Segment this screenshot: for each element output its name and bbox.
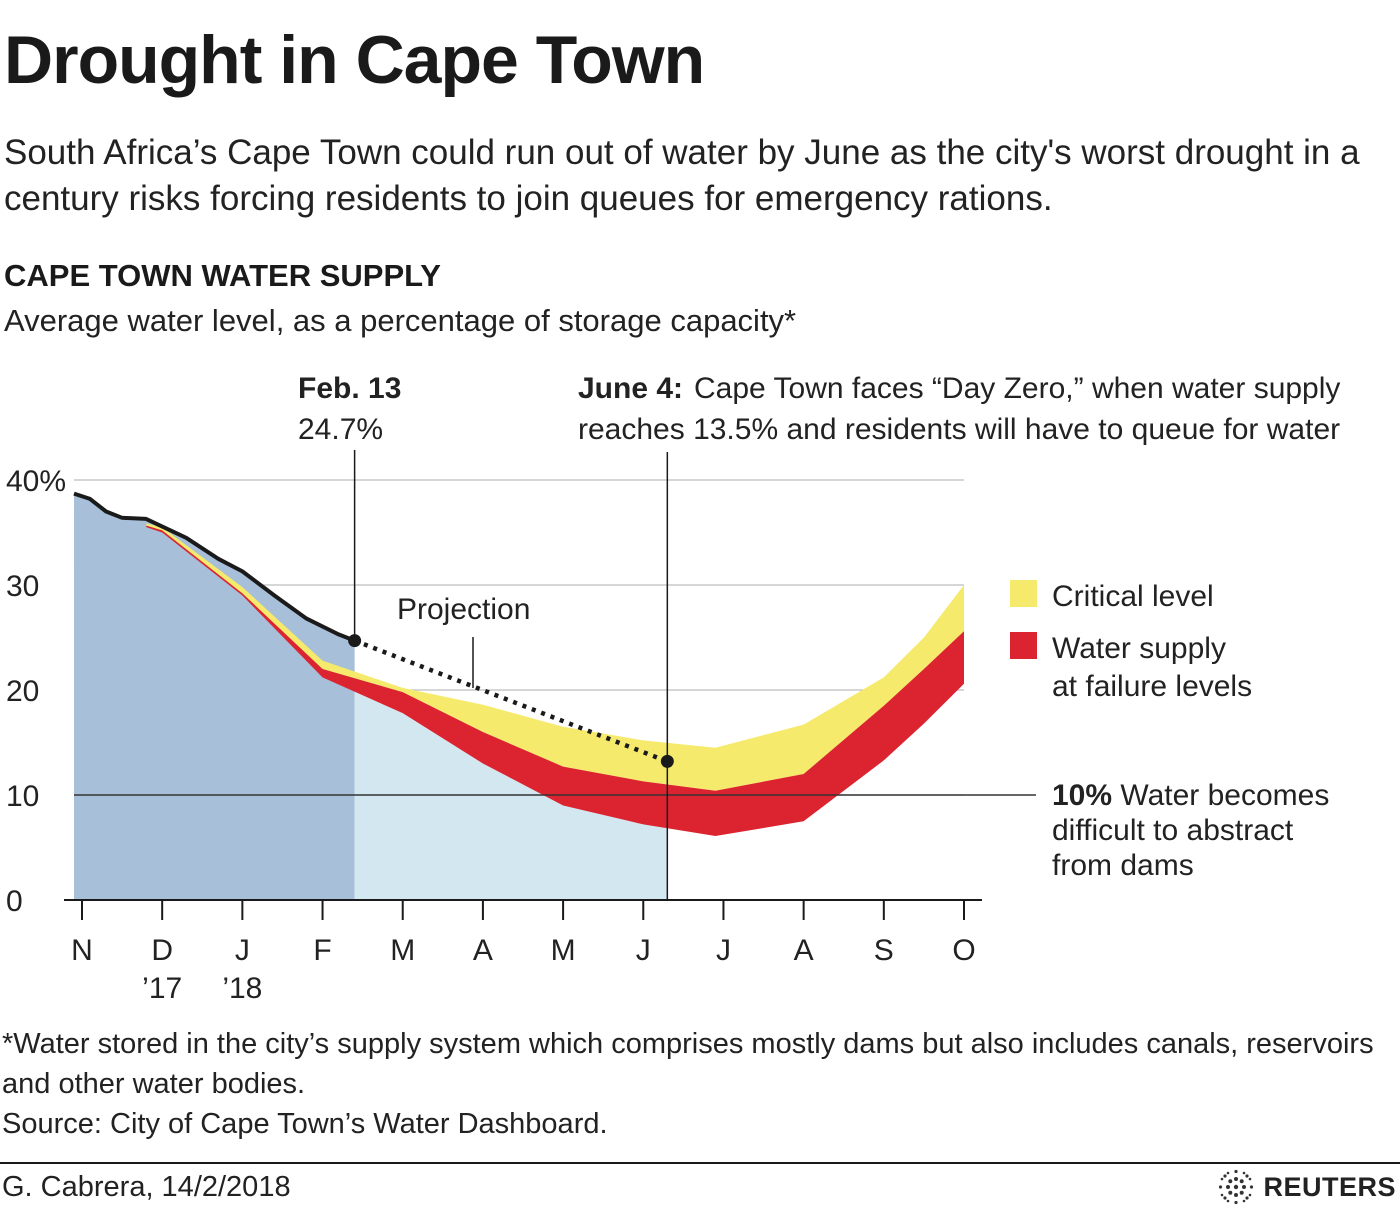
legend-swatch [1010, 580, 1037, 607]
x-tick-label: M [390, 934, 415, 967]
reuters-logo-icon [1219, 1169, 1254, 1205]
annotations: Feb. 13 24.7% June 4: Cape Town faces “Day … [298, 372, 1340, 900]
credit-text: G. Cabrera, 14/2/2018 [2, 1171, 291, 1203]
ten-percent-bold: 10% [1052, 779, 1112, 812]
ten-percent-text-line2: difficult to abstract [1052, 814, 1294, 847]
feb13-title: Feb. 13 [298, 372, 401, 405]
legend: Critical level Water supply at failure lev… [1010, 580, 1252, 703]
x-year-label: ’17 [142, 972, 182, 1005]
feb13-value: 24.7% [298, 413, 383, 446]
y-axis-labels: 0 10 20 30 40% [6, 465, 66, 918]
critical-level-band [106, 513, 965, 791]
ten-percent-text-line3: from dams [1052, 849, 1194, 882]
source-text: Source: City of Cape Town’s Water Dashbo… [2, 1108, 608, 1140]
legend-label: Water supply [1052, 632, 1226, 665]
chart-areas [73, 493, 965, 900]
x-axis [64, 899, 982, 920]
feb13-point [348, 634, 362, 648]
x-tick-label: J [235, 934, 250, 967]
x-year-label: ’18 [222, 972, 262, 1005]
ten-percent-rest: Water becomes [1112, 779, 1329, 812]
x-tick-label: J [716, 934, 731, 967]
footnote-text: *Water stored in the city’s supply syste… [2, 1028, 1374, 1100]
actual-level-line [73, 491, 356, 643]
y-tick-label: 20 [6, 675, 39, 708]
projection-area [354, 682, 668, 900]
y-tick-label: 30 [6, 570, 39, 603]
projection-label: Projection [397, 593, 530, 626]
actual-level-area-overlay [73, 493, 155, 900]
legend-label-line2: at failure levels [1052, 670, 1252, 703]
x-tick-label: A [473, 934, 493, 967]
x-tick-label: M [551, 934, 576, 967]
page-subtitle: South Africa’s Cape Town could run out o… [4, 133, 1360, 218]
footnote: *Water stored in the city’s supply syste… [2, 1024, 1392, 1144]
june4-text-line2: reaches 13.5% and residents will have to… [578, 413, 1340, 446]
legend-swatch [1010, 632, 1037, 659]
chart-subtitle: Average water level, as a percentage of … [4, 303, 797, 338]
y-tick-label: 10 [6, 780, 39, 813]
x-tick-label: N [71, 934, 93, 967]
x-tick-label: D [151, 934, 173, 967]
ten-percent-text-line1: 10% Water becomes [1052, 779, 1329, 812]
x-tick-label: S [874, 934, 894, 967]
x-tick-label: J [636, 934, 651, 967]
page-title: Drought in Cape Town [4, 22, 705, 98]
footer-rule [0, 1162, 1400, 1164]
water-level-chart: 0 10 20 30 40% N D ’17 J ’18 F M A M J J A S O Feb. 13 24.… [6, 372, 1340, 1005]
x-tick-label: A [794, 934, 814, 967]
y-tick-label: 0 [6, 885, 23, 918]
x-axis-labels: N D ’17 J ’18 F M A M J J A S O [71, 934, 976, 1005]
reuters-brand: REUTERS [1217, 1168, 1396, 1206]
brand-name: REUTERS [1263, 1171, 1396, 1202]
chart-lines [73, 491, 1036, 796]
failure-level-band [106, 513, 965, 836]
june4-text-line1: Cape Town faces “Day Zero,” when water s… [694, 372, 1340, 405]
chart-title: CAPE TOWN WATER SUPPLY [4, 258, 441, 293]
june4-title: June 4: [578, 372, 683, 405]
x-tick-label: F [313, 934, 331, 967]
legend-label: Critical level [1052, 580, 1214, 613]
y-tick-label: 40% [6, 465, 66, 498]
june4-point [660, 754, 674, 768]
x-tick-label: O [952, 934, 975, 967]
